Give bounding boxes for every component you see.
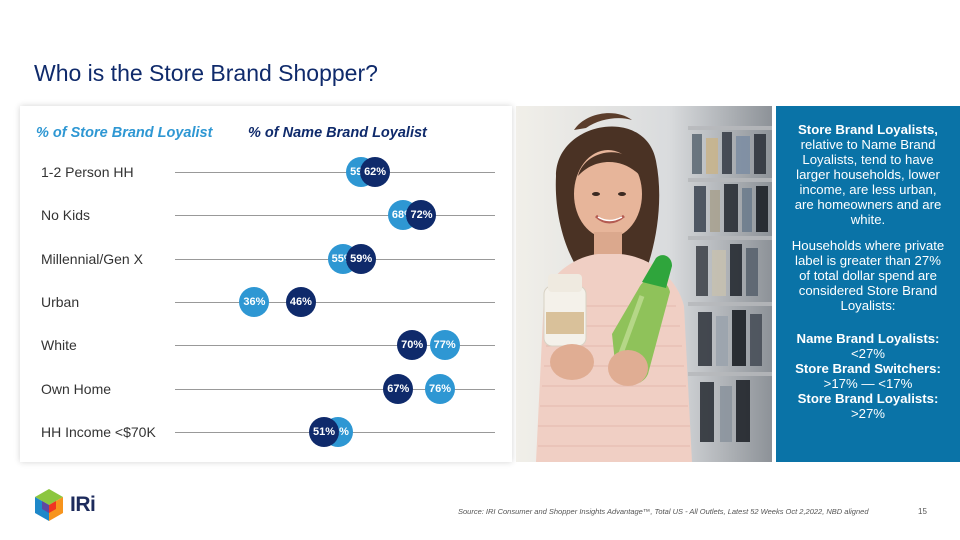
source-note: Source: IRI Consumer and Shopper Insight… [458, 507, 869, 516]
row-label: Millennial/Gen X [41, 250, 143, 267]
name-brand-dot: 59% [346, 243, 377, 274]
segment-name: Name Brand Loyalists: [796, 331, 940, 346]
store-brand-dot: 77% [429, 330, 460, 361]
chart-row: Urban 36% 46% [20, 286, 512, 317]
row-axis-line [175, 345, 495, 347]
row-label: HH Income <$70K [41, 423, 156, 440]
row-label: Urban [41, 293, 80, 310]
shopper-photo [516, 106, 772, 462]
info-rest: relative to Name Brand Loyalists, tend t… [794, 137, 942, 227]
legend-store-brand: % of Store Brand Loyalist [36, 125, 213, 141]
iri-logo: IRi [33, 488, 103, 524]
segment-name: Store Brand Loyalists: [797, 391, 939, 406]
row-label: No Kids [41, 207, 91, 224]
iri-logo-text: IRi [70, 493, 96, 516]
segment-name: Store Brand Switchers: [795, 361, 941, 376]
row-axis-line [175, 301, 495, 303]
info-paragraph-2: Households where private label is greate… [791, 238, 945, 313]
store-brand-dot: 36% [239, 286, 270, 317]
iri-cube-icon [35, 489, 63, 521]
row-axis-line [175, 172, 495, 173]
chart-row: Millennial/Gen X 55% 59% [20, 243, 512, 274]
segment-range: >17% — <17% [823, 376, 913, 391]
chart-row: HH Income <$70K54%51% [20, 416, 512, 447]
row-axis-line [175, 388, 495, 390]
name-brand-dot: 72% [406, 200, 437, 231]
row-label: White [41, 337, 77, 354]
chart-row: White 77% 70% [20, 330, 512, 361]
name-brand-dot: 67% [383, 373, 414, 404]
row-axis-line [175, 215, 495, 217]
info-bold-lead: Store Brand Loyalists, [798, 122, 938, 137]
legend-name-brand: % of Name Brand Loyalist [248, 125, 427, 141]
chart-row: No Kids 68% 72% [20, 200, 512, 231]
page-number: 15 [918, 507, 927, 516]
chart-row: 1-2 Person HH59%62% [20, 157, 512, 187]
segment-list: Name Brand Loyalists: <27% Store Brand S… [776, 331, 960, 421]
row-label: Own Home [41, 380, 112, 397]
store-brand-dot: 76% [425, 373, 456, 404]
dot-chart-panel: % of Store Brand Loyalist % of Name Bran… [20, 106, 512, 462]
chart-row: Own Home 76% 67% [20, 373, 512, 404]
segment-range: >27% [850, 406, 886, 421]
slide-title: Who is the Store Brand Shopper? [34, 60, 378, 86]
name-brand-dot: 70% [397, 330, 428, 361]
row-label: 1-2 Person HH [41, 164, 134, 180]
name-brand-dot: 46% [285, 286, 316, 317]
segment-range: <27% [850, 346, 886, 361]
shopper-photo-illustration [516, 106, 772, 462]
info-paragraph-1: Store Brand Loyalists, relative to Name … [776, 122, 960, 227]
name-brand-dot: 62% [360, 157, 391, 187]
info-box: Store Brand Loyalists, relative to Name … [776, 106, 960, 462]
name-brand-dot: 51% [309, 416, 340, 447]
